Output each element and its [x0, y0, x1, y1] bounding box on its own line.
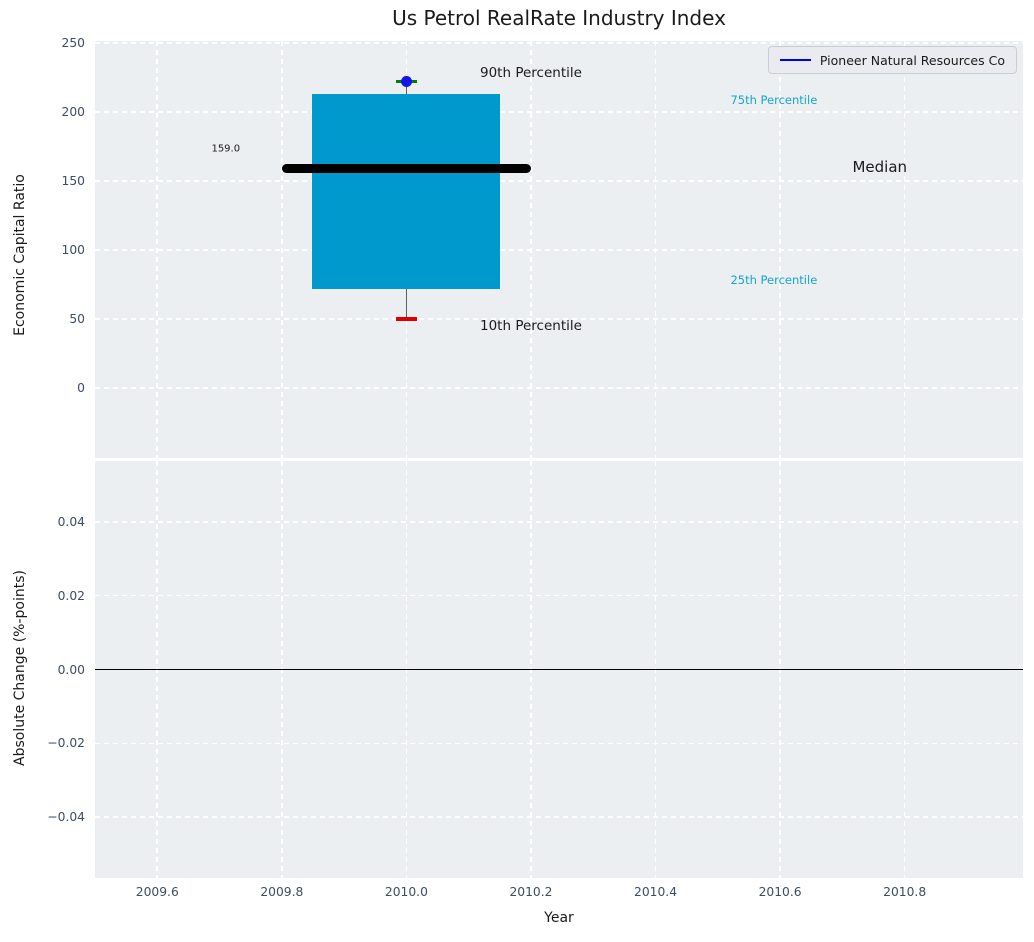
y-tick-label: 50 [69, 312, 85, 327]
annotation: 75th Percentile [730, 92, 818, 107]
y-tick-label: 150 [61, 174, 85, 188]
x-tick-label: 2010.2 [509, 885, 553, 899]
annotation: 25th Percentile [730, 273, 818, 288]
gridline [95, 180, 1023, 182]
gridline [95, 42, 1023, 44]
x-tick-label: 2010.4 [634, 885, 678, 899]
chart-title: Us Petrol RealRate Industry Index [392, 6, 726, 30]
gridline [95, 521, 1023, 523]
gridline [95, 594, 1023, 597]
gridline [95, 249, 1023, 251]
y-tick-label: 0 [77, 381, 85, 396]
x-tick-label: 2010.8 [883, 885, 927, 899]
x-tick-label: 2009.8 [260, 885, 304, 899]
box [312, 94, 501, 289]
annotation: 159.0 [211, 143, 241, 155]
y-tick-label: 250 [61, 35, 85, 50]
gridline [95, 387, 1023, 389]
y-tick-label: 0.02 [57, 588, 85, 603]
gridline [95, 111, 1023, 113]
annotation: 90th Percentile [480, 64, 582, 81]
gridline [95, 816, 1023, 818]
gridline [95, 318, 1023, 320]
annotation: Median [852, 158, 908, 177]
x-axis-label: Year [544, 910, 574, 926]
company-marker [400, 76, 412, 88]
x-tick-label: 2009.6 [135, 885, 179, 899]
legend-line-sample [779, 59, 811, 61]
y-tick-label: 100 [61, 243, 85, 258]
median-line [281, 164, 531, 174]
annotation: 10th Percentile [480, 317, 582, 334]
zero-line [95, 668, 1023, 671]
legend-label: Pioneer Natural Resources Co [819, 52, 1005, 68]
whisker-cap-bottom [395, 317, 417, 321]
x-tick-label: 2010.0 [384, 885, 428, 899]
x-tick-label: 2010.6 [758, 885, 802, 899]
y-tick-label: −0.02 [47, 736, 85, 751]
legend: Pioneer Natural Resources Co [767, 46, 1017, 74]
y-tick-label: 200 [61, 104, 85, 119]
y-tick-label: 0.00 [57, 662, 85, 677]
y-tick-label: 0.04 [57, 514, 85, 529]
y-tick-label: −0.04 [47, 810, 85, 825]
gridline [95, 742, 1023, 745]
